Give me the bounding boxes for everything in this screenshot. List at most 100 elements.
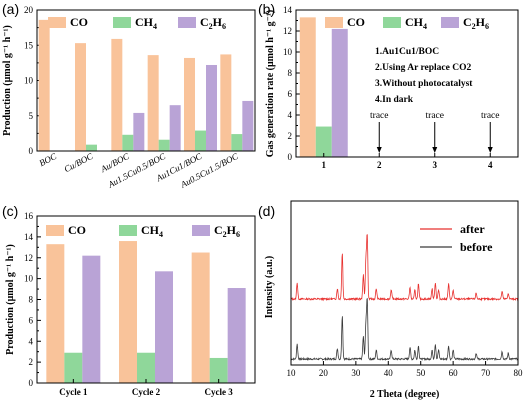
y-tick-label: 6 xyxy=(29,315,34,325)
trace-label: trace xyxy=(426,111,444,121)
legend-c2h6-a: C xyxy=(463,15,472,29)
bar xyxy=(133,112,145,151)
y-axis-title-a: Production (μmol g⁻¹ h⁻¹) xyxy=(2,25,13,136)
y-axis-title-b: Gas generation rate (μmol h⁻¹ g⁻¹) xyxy=(265,10,276,157)
bar xyxy=(111,38,123,151)
bar xyxy=(46,244,65,383)
x-tick-label: 3 xyxy=(433,160,438,170)
legend-c2h6-label: C2H6 xyxy=(214,223,240,239)
legend-ch4-label: CH4 xyxy=(141,223,163,239)
legend-c2h6-sub2: 6 xyxy=(222,22,226,31)
trace-label: trace xyxy=(481,111,499,121)
bar xyxy=(122,134,134,151)
y-tick-label: 14 xyxy=(283,5,293,15)
panel-d: (d) 10 20 30 40 50 60 70 80 Intensity (a.u.) 2 The… xyxy=(258,200,523,400)
y-axis-title-d: Intensity (a.u.) xyxy=(264,256,275,319)
x-tick-label: 4 xyxy=(488,160,493,170)
y-tick-label: 2 xyxy=(29,357,34,367)
legend-co-label: CO xyxy=(68,223,86,237)
y-tick-label: 4 xyxy=(288,110,293,120)
legend-ch4-text: CH xyxy=(135,15,154,29)
bar xyxy=(191,252,210,383)
legend-co-swatch xyxy=(46,225,64,236)
bar xyxy=(299,17,316,157)
x-tick-label: 2 xyxy=(377,160,382,170)
legend-co-swatch xyxy=(48,17,66,28)
legend-c2h6-sub2: 6 xyxy=(485,22,489,31)
legend-c2h6-swatch xyxy=(441,17,459,28)
y-axis-title-c: Production (μmol g⁻¹ h⁻¹) xyxy=(5,244,16,355)
note-item: 3.Without photocatalyst xyxy=(375,79,473,89)
legend-after-label: after xyxy=(460,222,485,236)
legend-c2h6-a: C xyxy=(200,15,209,29)
bar xyxy=(195,130,206,151)
y-tick-label: 8 xyxy=(288,68,293,78)
x-tick-label: 50 xyxy=(416,368,426,378)
legend-ch4-text: CH xyxy=(405,15,424,29)
bar xyxy=(231,134,243,151)
bar xyxy=(331,28,348,158)
bar xyxy=(82,255,101,383)
x-tick-label: 10 xyxy=(287,368,297,378)
legend-co-label: CO xyxy=(347,15,365,29)
y-tick-label: 20 xyxy=(24,5,34,15)
bar xyxy=(209,357,228,383)
x-axis-title-d: 2 Theta (degree) xyxy=(370,389,440,400)
legend-c2h6-sub1: 2 xyxy=(209,22,213,31)
note-item: 2.Using Ar replace CO2 xyxy=(375,63,471,73)
bar xyxy=(38,19,50,152)
x-tick-label: 60 xyxy=(449,368,459,378)
y-tick-label: 0 xyxy=(29,378,34,388)
legend-co-swatch xyxy=(325,17,343,28)
legend-c2h6-label: C2H6 xyxy=(200,15,226,31)
bar xyxy=(137,352,155,383)
legend-ch4-label: CH4 xyxy=(135,15,157,31)
y-tick-label: 10 xyxy=(24,76,34,86)
y-tick-label: 16 xyxy=(24,211,34,221)
legend-c2h6-sub1: 2 xyxy=(223,230,227,239)
y-tick-label: 12 xyxy=(283,26,292,36)
x-tick-label: 1 xyxy=(322,160,327,170)
x-tick-label: Cycle 2 xyxy=(132,387,161,397)
x-tick-label: 30 xyxy=(351,368,361,378)
y-tick-label: 4 xyxy=(29,336,34,346)
bar xyxy=(242,100,254,151)
plot-frame xyxy=(295,9,519,158)
bar xyxy=(206,64,217,151)
bar xyxy=(147,55,159,152)
bar xyxy=(75,43,86,152)
bar xyxy=(155,271,173,383)
trace-label: trace xyxy=(370,111,388,121)
legend-ch4-text: CH xyxy=(141,223,160,237)
bar xyxy=(315,126,332,157)
legend-ch4-swatch xyxy=(119,225,137,236)
legend-c2h6-swatch xyxy=(178,17,196,28)
legend-c2h6-b: H xyxy=(227,223,237,237)
legend-ch4-sub: 4 xyxy=(159,230,163,239)
legend-co-label: CO xyxy=(70,15,88,29)
x-tick-label: Cycle 1 xyxy=(59,387,88,397)
plot-frame xyxy=(290,200,519,366)
legend-c2h6-sub1: 2 xyxy=(472,22,476,31)
bar xyxy=(86,144,97,151)
bar xyxy=(227,288,246,383)
bar xyxy=(220,54,232,151)
legend-ch4-sub: 4 xyxy=(423,22,427,31)
y-tick-label: 0 xyxy=(288,152,293,162)
note-item: 4.In dark xyxy=(375,95,414,105)
panel-letter-d: (d) xyxy=(258,203,275,219)
trace-arrow-head xyxy=(487,147,493,153)
plot-frame xyxy=(36,9,256,152)
legend-c2h6-label: C2H6 xyxy=(463,15,489,31)
x-tick-label: Cycle 3 xyxy=(205,387,234,397)
panel-letter-c: (c) xyxy=(2,203,18,219)
bar xyxy=(64,352,83,383)
legend-c2h6-sub2: 6 xyxy=(236,230,240,239)
y-tick-label: 6 xyxy=(288,89,293,99)
y-tick-label: 10 xyxy=(24,274,34,284)
bar xyxy=(119,241,137,383)
x-tick-label: 40 xyxy=(384,368,394,378)
